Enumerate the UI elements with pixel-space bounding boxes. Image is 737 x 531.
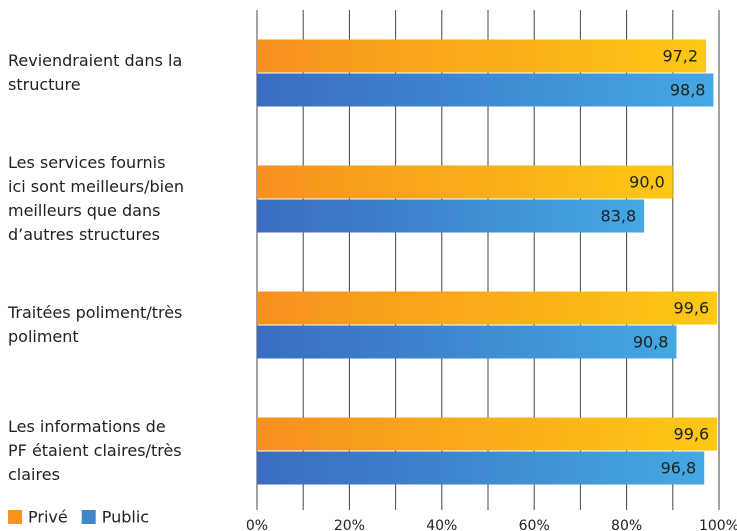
value-label: 96,8 [661, 459, 697, 478]
value-label: 90,0 [629, 173, 665, 192]
x-tick-label: 80% [611, 518, 642, 531]
value-label: 90,8 [633, 333, 669, 352]
bar [257, 417, 718, 451]
legend-swatch [81, 510, 96, 524]
category-label: Les informations de PF étaient claires/t… [8, 417, 182, 484]
category-label: Traitées poliment/très poliment [8, 303, 183, 346]
legend-label: Privé [28, 508, 68, 527]
x-tick-label: 100% [699, 518, 737, 531]
bar [257, 291, 718, 325]
value-label: 99,6 [674, 299, 710, 318]
bar [257, 451, 705, 485]
x-tick-label: 20% [334, 518, 365, 531]
value-label: 98,8 [670, 81, 706, 100]
bar [257, 73, 714, 107]
legend-label: Public [102, 508, 149, 527]
value-label: 83,8 [601, 207, 637, 226]
value-label: 99,6 [674, 425, 710, 444]
bar [257, 199, 645, 233]
legend-swatch [8, 510, 22, 524]
x-tick-label: 40% [426, 518, 457, 531]
bar [257, 165, 673, 199]
category-label: Reviendraient dans la structure [8, 51, 183, 94]
category-label: Les services fournis ici sont meilleurs/… [8, 153, 185, 244]
x-tick-label: 0% [246, 518, 268, 531]
bar [257, 325, 677, 359]
x-tick-label: 60% [519, 518, 550, 531]
bar [257, 39, 707, 73]
value-label: 97,2 [662, 47, 698, 66]
